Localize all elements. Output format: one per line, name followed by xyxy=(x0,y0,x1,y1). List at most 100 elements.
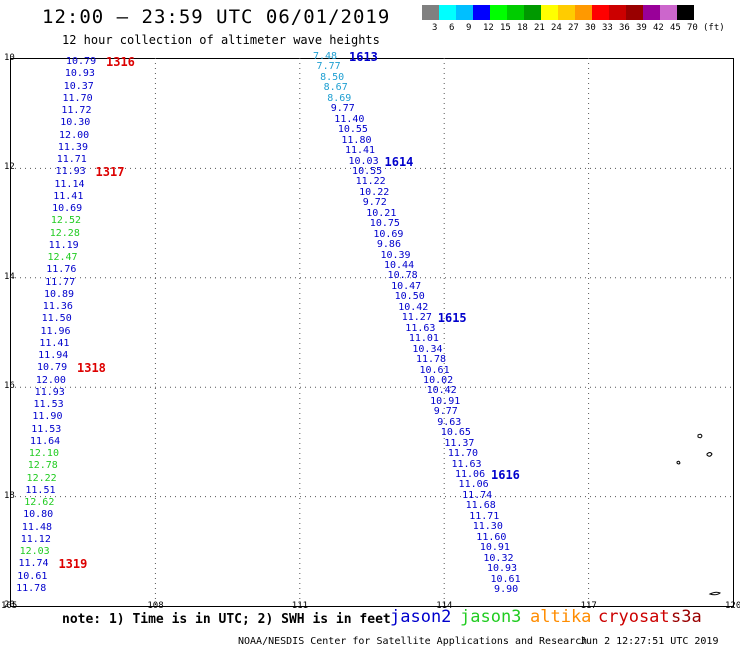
legend-label: 39 xyxy=(636,23,647,33)
left-track-reading: 11.41 xyxy=(39,337,70,349)
legend-label: 30 xyxy=(585,23,596,33)
right-track-reading: 11.74 xyxy=(462,489,493,501)
legend-label: 45 xyxy=(670,23,681,33)
legend-swatch xyxy=(609,5,626,20)
left-track-reading: 12.28 xyxy=(49,227,80,239)
right-track-reading: 9.90 xyxy=(494,583,519,595)
right-track-reading: 11.63 xyxy=(451,458,482,470)
left-track-reading: 11.41 xyxy=(53,190,84,202)
map-border xyxy=(10,58,734,607)
legend-label: 27 xyxy=(568,23,579,33)
left-track-reading: 11.72 xyxy=(61,105,92,116)
island-shape xyxy=(697,433,703,439)
islands xyxy=(676,433,721,596)
right-track-reading: 7.77 xyxy=(316,61,341,73)
longitude-tick: 105 xyxy=(1,601,18,611)
left-track-reading: 12.00 xyxy=(59,129,90,141)
right-track-reading: 11.80 xyxy=(341,134,372,146)
legend-label: 18 xyxy=(517,23,528,33)
left-track-reading: 10.79 xyxy=(37,362,68,374)
right-track-reading: 10.22 xyxy=(359,186,390,198)
island-shape xyxy=(708,591,721,596)
right-track-reading: 8.69 xyxy=(327,92,352,104)
left-track-reading: 11.51 xyxy=(25,484,56,496)
right-track-reading: 10.44 xyxy=(384,260,415,271)
left-track-reading: 11.71 xyxy=(56,154,87,165)
right-track-reading: 10.32 xyxy=(483,552,514,564)
satellite-s3a: s3a xyxy=(671,607,702,627)
left-track-reading: 12.62 xyxy=(24,497,55,508)
right-track-reading: 11.41 xyxy=(344,145,376,157)
legend-label: 70 xyxy=(687,23,698,33)
satellite-jason2: jason2 xyxy=(390,607,452,627)
left-track-reading: 11.53 xyxy=(31,423,62,435)
legend-label: 33 xyxy=(602,23,613,33)
left-track-reading: 10.37 xyxy=(63,80,94,92)
latitude-tick: 14 xyxy=(4,271,15,282)
left-track-reading: 10.79 xyxy=(66,56,97,67)
left-track-reading: 12.03 xyxy=(19,546,50,557)
island-shape xyxy=(676,460,681,465)
left-track-reading: 11.77 xyxy=(45,276,76,288)
right-track-reading: 10.55 xyxy=(352,165,383,177)
right-track-reading: 11.63 xyxy=(405,322,436,334)
left-track-reading: 11.74 xyxy=(18,558,49,570)
right-track-reading: 8.50 xyxy=(320,71,345,83)
legend-swatch xyxy=(677,5,694,20)
left-track-pass-label: 1316 xyxy=(106,55,135,69)
right-track-reading: 11.70 xyxy=(447,448,478,460)
left-track-reading: 10.80 xyxy=(23,509,54,521)
left-track-reading: 11.53 xyxy=(33,399,64,410)
left-track-reading: 11.70 xyxy=(62,92,93,104)
right-track-reading: 9.77 xyxy=(433,406,458,418)
left-track-reading: 11.39 xyxy=(57,141,88,153)
latitude-tick: 18 xyxy=(4,490,15,501)
right-track-reading: 10.55 xyxy=(337,124,368,136)
map-frame xyxy=(10,58,734,607)
credit-line: NOAA/NESDIS Center for Satellite Applica… xyxy=(238,636,588,647)
right-track-reading: 9.77 xyxy=(330,103,355,115)
right-track-reading: 10.91 xyxy=(479,542,510,554)
legend-label: 6 xyxy=(449,23,455,33)
right-track-reading: 11.60 xyxy=(476,531,507,543)
right-track-reading: 9.86 xyxy=(376,239,401,251)
left-track-reading: 12.00 xyxy=(35,374,66,386)
right-track-reading: 11.06 xyxy=(455,469,486,480)
right-track-reading: 10.69 xyxy=(373,228,404,240)
left-track-reading: 12.52 xyxy=(50,215,82,227)
longitude-tick: 117 xyxy=(580,601,597,611)
legend-swatch xyxy=(507,5,524,20)
longitude-tick: 120 xyxy=(725,601,740,611)
longitude-tick: 108 xyxy=(147,601,164,611)
left-track-reading: 11.48 xyxy=(21,521,53,533)
left-track-reading: 10.93 xyxy=(64,68,95,80)
legend-label: 15 xyxy=(500,23,511,33)
legend-label: 24 xyxy=(551,23,562,33)
right-track-reading: 10.61 xyxy=(490,573,521,585)
right-track-reading: 10.34 xyxy=(412,343,443,355)
right-track-reading: 11.37 xyxy=(444,437,475,449)
right-track-reading: 10.50 xyxy=(394,291,425,303)
legend-label: 42 xyxy=(653,23,664,33)
right-track-reading: 11.71 xyxy=(469,510,500,522)
right-track-reading: 11.78 xyxy=(415,354,447,366)
legend-label: 21 xyxy=(534,23,545,33)
right-track-reading: 10.61 xyxy=(419,364,450,376)
left-track-reading: 12.22 xyxy=(26,472,57,484)
left-track-reading: 11.14 xyxy=(54,178,85,190)
left-track-reading: 11.76 xyxy=(46,264,77,276)
left-track-reading: 11.36 xyxy=(42,301,73,312)
color-legend xyxy=(422,5,694,20)
satellite-altika: altika xyxy=(530,607,592,627)
island-shape xyxy=(706,452,713,457)
legend-swatch xyxy=(439,5,456,20)
left-track-reading: 11.19 xyxy=(48,239,79,251)
left-track-reading: 11.96 xyxy=(40,325,71,337)
longitude-tick: 111 xyxy=(291,601,309,611)
legend-swatch xyxy=(473,5,490,20)
left-track-pass-label: 1317 xyxy=(95,165,125,180)
right-track-reading: 10.93 xyxy=(486,563,518,575)
right-track-reading: 11.22 xyxy=(355,176,386,188)
right-track-reading: 10.91 xyxy=(430,395,461,407)
latitude-tick: 10 xyxy=(4,53,15,63)
